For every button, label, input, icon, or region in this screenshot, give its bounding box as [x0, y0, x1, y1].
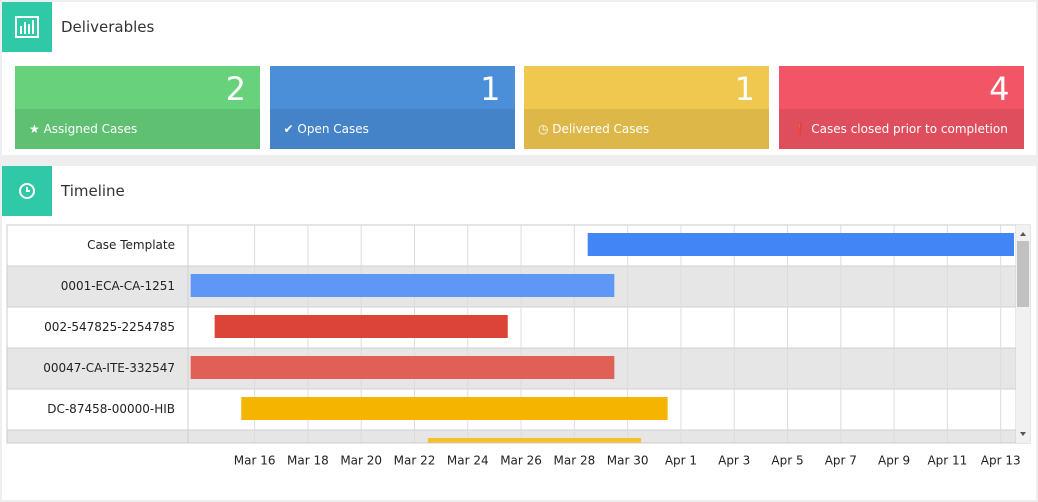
card-value: 1	[734, 70, 755, 108]
card-value: 4	[989, 70, 1010, 108]
x-tick-label: Apr 11	[927, 454, 967, 468]
panel-title: Timeline	[61, 182, 125, 200]
card-label: Assigned Cases	[43, 122, 138, 136]
card-label: Cases closed prior to completion	[811, 122, 1008, 136]
timeline-bar	[427, 438, 641, 443]
timeline-bar	[214, 315, 508, 338]
timeline-bar	[241, 397, 668, 420]
timeline-bar	[190, 356, 615, 379]
x-tick-label: Apr 13	[981, 454, 1021, 468]
stat-card[interactable]: 4 ❗ Cases closed prior to completion	[778, 66, 1024, 149]
card-value: 1	[480, 70, 501, 108]
x-tick-label: Apr 5	[771, 454, 803, 468]
row-label: Case Template	[87, 238, 175, 252]
x-tick-label: Mar 16	[234, 454, 276, 468]
stat-card[interactable]: 1 ✔ Open Cases	[269, 66, 515, 149]
deliverables-icon	[2, 2, 52, 52]
row-label: 002-547825-2254785	[44, 320, 175, 334]
x-tick-label: Apr 1	[665, 454, 697, 468]
timeline-icon	[2, 166, 52, 216]
timeline-bar	[587, 233, 1014, 256]
card-value: 2	[225, 70, 246, 108]
card-footer: ✔ Open Cases	[269, 109, 515, 149]
scroll-thumb[interactable]	[1017, 241, 1029, 307]
x-tick-label: Mar 22	[394, 454, 436, 468]
card-footer: ❗ Cases closed prior to completion	[778, 109, 1024, 149]
timeline-bar	[190, 274, 615, 297]
x-tick-label: Mar 20	[340, 454, 382, 468]
stat-card[interactable]: 2 ★ Assigned Cases	[15, 66, 260, 149]
card-label: Delivered Cases	[552, 122, 650, 136]
x-tick-label: Mar 30	[607, 454, 649, 468]
x-tick-label: Mar 26	[500, 454, 542, 468]
row-label: DC-87458-00000-HIB	[47, 402, 175, 416]
card-icon: ★	[29, 122, 44, 136]
x-tick-label: Apr 3	[718, 454, 750, 468]
deliverables-panel: Deliverables 2 ★ Assigned Cases 1 ✔ Open Ca…	[2, 2, 1036, 155]
card-icon: ✔	[283, 122, 298, 136]
card-label: Open Cases	[297, 122, 369, 136]
x-tick-label: Mar 28	[553, 454, 595, 468]
row-background	[7, 429, 1016, 443]
stat-card[interactable]: 1 ◷ Delivered Cases	[524, 66, 769, 149]
x-tick-label: Mar 24	[447, 454, 489, 468]
row-background	[7, 306, 1016, 349]
card-footer: ◷ Delivered Cases	[524, 109, 769, 149]
row-label: 00047-CA-ITE-332547	[43, 361, 175, 375]
panel-title: Deliverables	[61, 18, 155, 36]
x-tick-label: Apr 9	[878, 454, 910, 468]
row-label: 0001-ECA-CA-1251	[61, 279, 175, 293]
card-footer: ★ Assigned Cases	[15, 109, 260, 149]
card-icon: ◷	[538, 122, 553, 136]
x-tick-label: Apr 7	[825, 454, 857, 468]
x-tick-label: Mar 18	[287, 454, 329, 468]
card-icon: ❗	[792, 122, 812, 136]
